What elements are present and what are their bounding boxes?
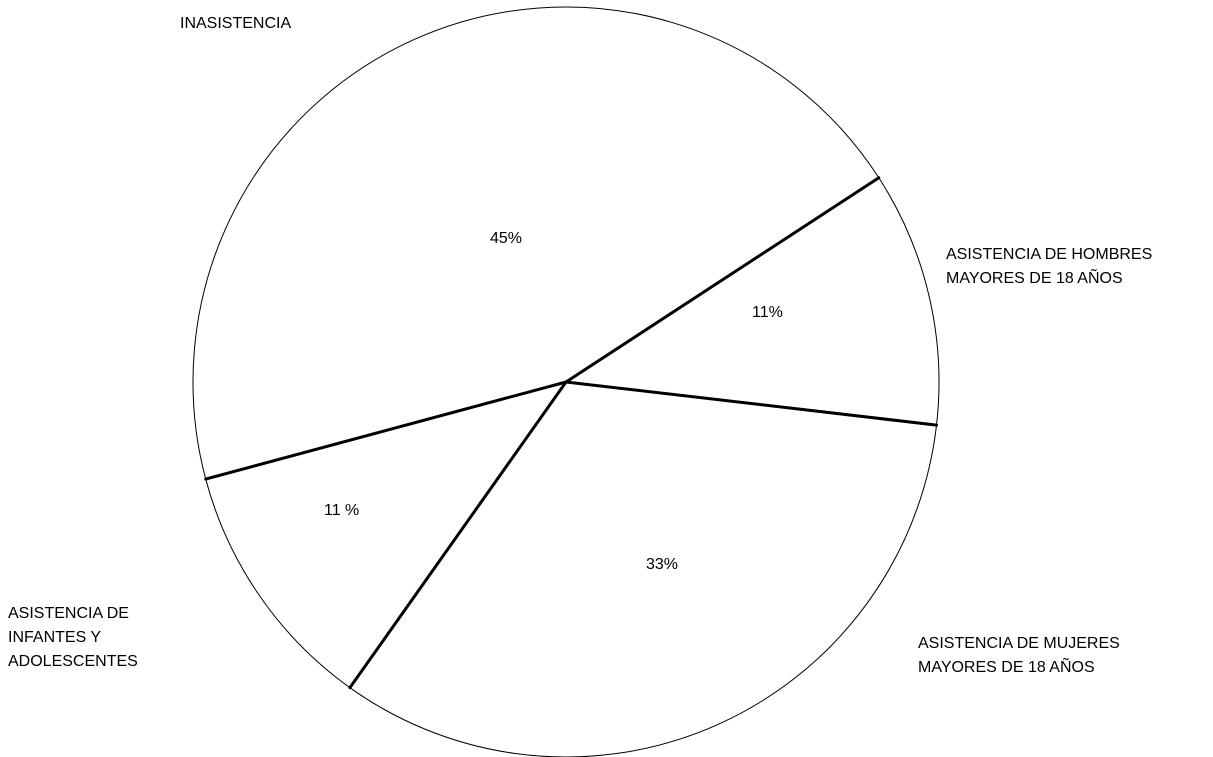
slice-category-label-line: INFANTES Y: [8, 629, 101, 646]
slice-category-label-2: ASISTENCIA DE HOMBRES MAYORES DE 18 AÑOS: [946, 246, 1152, 287]
slice-percent-label-4: 11 %: [324, 502, 359, 519]
slice-category-label-line: ASISTENCIA DE HOMBRES: [946, 246, 1152, 263]
slice-category-label-line: INASISTENCIA: [180, 15, 291, 32]
slice-category-label-1: INASISTENCIA: [180, 15, 291, 32]
slice-boundary-line-2: [204, 380, 568, 481]
slice-category-label-4: ASISTENCIA DE INFANTES Y ADOLESCENTES: [8, 605, 138, 670]
slice-category-label-3: ASISTENCIA DE MUJERES MAYORES DE 18 AÑOS: [918, 635, 1120, 676]
pie-slice-1: [192, 6, 880, 480]
slice-category-label-line: MAYORES DE 18 AÑOS: [946, 267, 1123, 287]
pie-slices: [192, 6, 940, 757]
slice-boundaries: [204, 176, 939, 690]
slice-boundary-line-3: [348, 380, 568, 690]
percent-labels: 45% 11% 33% 11 %: [324, 230, 783, 573]
slice-category-label-line: MAYORES DE 18 AÑOS: [918, 656, 1095, 676]
slice-percent-label-1: 45%: [490, 230, 522, 247]
slice-category-label-line: ASISTENCIA DE: [8, 605, 129, 622]
pie-slice-2: [205, 381, 568, 689]
pie-slice-3: [349, 381, 938, 757]
slice-percent-label-2: 11%: [752, 304, 783, 321]
pie-slice-4: [564, 177, 940, 426]
category-labels: INASISTENCIA ASISTENCIA DE HOMBRES MAYORES…: [8, 15, 1152, 676]
slice-category-label-line: ASISTENCIA DE MUJERES: [918, 635, 1120, 652]
slice-percent-label-3: 33%: [646, 556, 678, 573]
slice-boundary-line-4: [564, 380, 939, 427]
slice-category-label-line: ADOLESCENTES: [8, 653, 138, 670]
slice-boundary-line-1: [564, 176, 881, 384]
